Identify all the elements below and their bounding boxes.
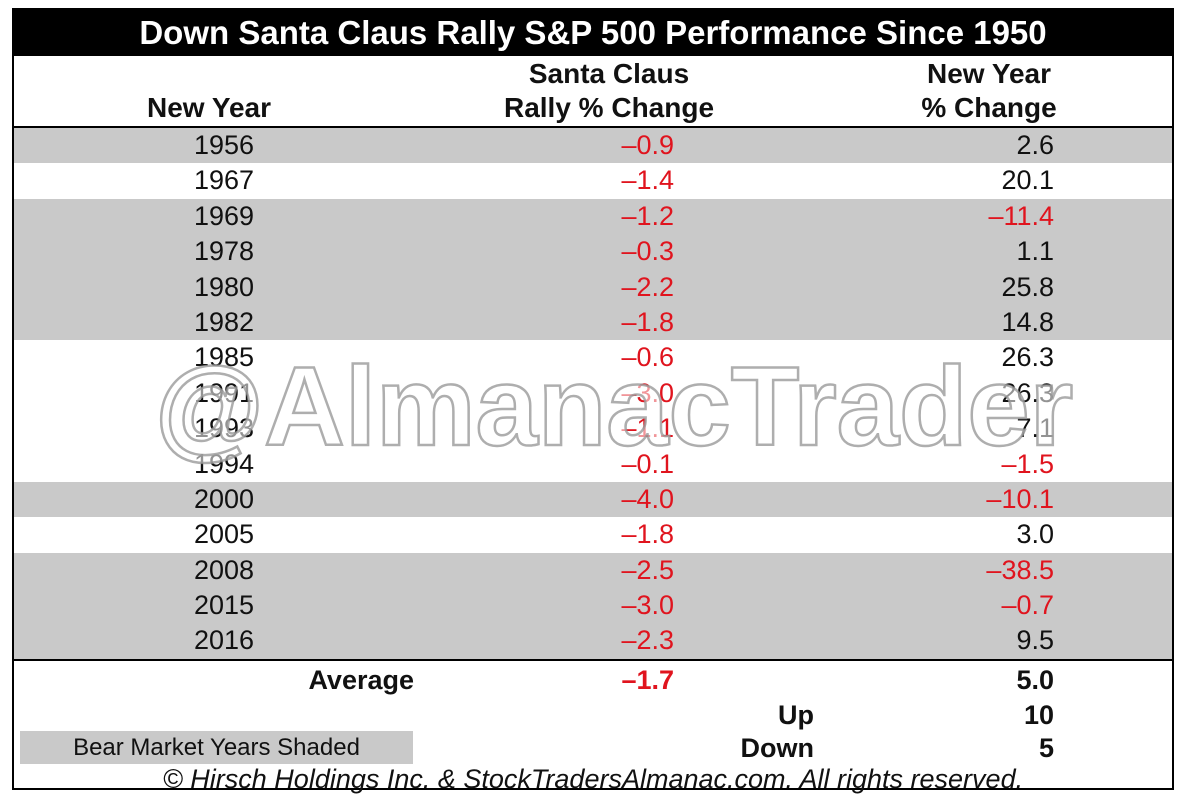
table-row: 1994 –0.1 –1.5 [14,447,1172,482]
santa-rally-cell: –1.4 [621,165,674,196]
year-cell: 2016 [193,625,255,656]
table-row: 1980 –2.2 25.8 [14,269,1172,305]
year-cell: 1985 [193,342,255,373]
year-cell: 1980 [193,271,255,302]
year-cell: 1994 [193,448,255,479]
average-label: Average [308,665,414,695]
table-row: 1982 –1.8 14.8 [14,304,1172,341]
table-row: 1991 –3.0 26.3 [14,376,1172,411]
year-cell: 1993 [193,413,255,444]
table-frame: Down Santa Claus Rally S&P 500 Performan… [12,8,1174,794]
new-year-change-cell: –0.7 [1001,590,1054,621]
header-santa-line2: Rally % Change [503,92,715,123]
table-body: 1956 –0.9 2.6 1967 –1.4 20.1 1969 –1.2 –11.4 1978… [14,128,1172,659]
bear-market-legend: Bear Market Years Shaded [20,731,413,764]
average-santa: –1.7 [621,665,674,695]
new-year-change-cell: 26.3 [1001,342,1054,373]
table-row: 1967 –1.4 20.1 [14,163,1172,198]
header-santa-line1: Santa Claus [528,58,690,89]
santa-rally-cell: –1.1 [621,413,674,444]
header-rule [14,126,1172,128]
santa-rally-cell: –4.0 [621,483,674,514]
header-year: New Year [146,92,272,123]
summary-rule [14,659,1172,661]
new-year-change-cell: 1.1 [1016,236,1054,267]
down-value: 5 [1038,733,1054,763]
year-cell: 1969 [193,200,255,231]
table-row: 1969 –1.2 –11.4 [14,198,1172,235]
santa-rally-cell: –0.6 [621,342,674,373]
year-cell: 1978 [193,236,255,267]
new-year-change-cell: –1.5 [1001,448,1054,479]
new-year-change-cell: 2.6 [1016,130,1054,160]
santa-rally-cell: –2.2 [621,271,674,302]
year-cell: 1991 [193,377,255,408]
header-ny-line1: New Year [926,58,1052,89]
santa-rally-cell: –0.1 [621,448,674,479]
year-cell: 2008 [193,554,255,585]
chart-title: Down Santa Claus Rally S&P 500 Performan… [14,10,1172,56]
santa-rally-cell: –0.3 [621,236,674,267]
santa-rally-cell: –1.8 [621,306,674,337]
up-label: Up [778,700,814,730]
up-value: 10 [1023,700,1054,730]
year-cell: 1982 [193,306,255,337]
table-row: 1993 –1.1 7.1 [14,411,1172,446]
year-cell: 2000 [193,483,255,514]
table-row: 2005 –1.8 3.0 [14,517,1172,552]
new-year-change-cell: 3.0 [1016,519,1054,550]
down-label: Down [740,733,815,763]
new-year-change-cell: 7.1 [1016,413,1054,444]
new-year-change-cell: 14.8 [1001,306,1054,337]
santa-rally-cell: –0.9 [621,130,674,160]
new-year-change-cell: 26.3 [1001,377,1054,408]
year-cell: 1967 [193,165,255,196]
santa-rally-cell: –3.0 [621,377,674,408]
table-row: 2008 –2.5 –38.5 [14,552,1172,589]
santa-rally-cell: –3.0 [621,590,674,621]
table-row: 1956 –0.9 2.6 [14,128,1172,164]
santa-rally-cell: –1.2 [621,200,674,231]
new-year-change-cell: 9.5 [1016,625,1054,656]
average-new-year: 5.0 [1016,665,1054,695]
table-row: 2016 –2.3 9.5 [14,623,1172,659]
copyright-credit: © Hirsch Holdings Inc. & StockTradersAlm… [162,764,1024,794]
new-year-change-cell: –11.4 [988,200,1054,231]
new-year-change-cell: –10.1 [986,483,1054,514]
new-year-change-cell: –38.5 [986,554,1054,585]
new-year-change-cell: 20.1 [1001,165,1054,196]
table-row: 2015 –3.0 –0.7 [14,588,1172,624]
header-ny-line2: % Change [921,92,1057,123]
santa-rally-cell: –2.5 [621,554,674,585]
table-row: 1978 –0.3 1.1 [14,234,1172,270]
table-row: 2000 –4.0 –10.1 [14,481,1172,518]
year-cell: 2015 [193,590,255,621]
santa-rally-cell: –2.3 [621,625,674,656]
year-cell: 2005 [193,519,255,550]
santa-rally-cell: –1.8 [621,519,674,550]
new-year-change-cell: 25.8 [1001,271,1054,302]
year-cell: 1956 [193,130,255,160]
table-row: 1985 –0.6 26.3 [14,340,1172,375]
